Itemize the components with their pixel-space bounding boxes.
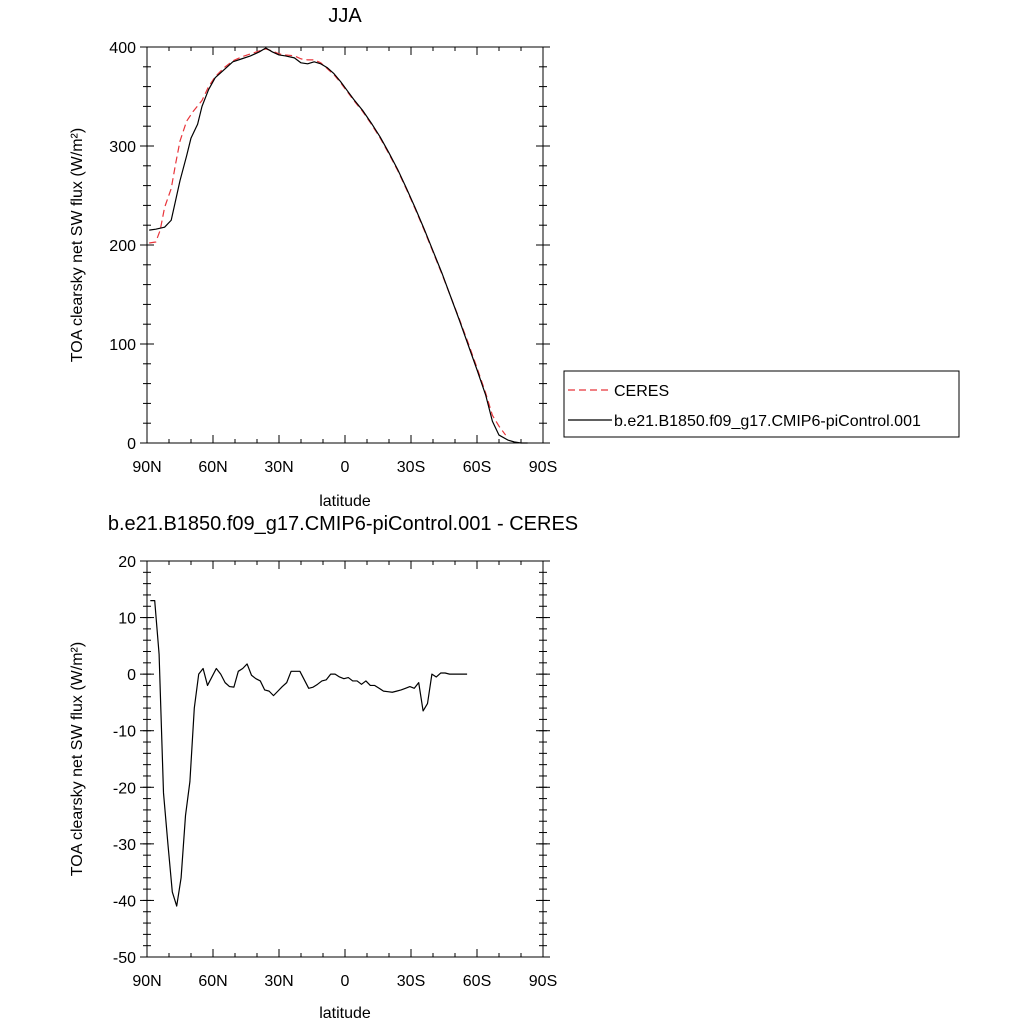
x-tick-label: 60N (198, 973, 227, 990)
x-tick-label: 60S (463, 973, 491, 990)
plot-frame (146, 560, 544, 958)
y-tick-label: 10 (118, 611, 136, 628)
x-tick-label: 30N (264, 459, 293, 476)
x-tick-label: 60S (463, 459, 491, 476)
y-tick-label: 400 (109, 40, 136, 57)
x-tick-label: 0 (341, 459, 350, 476)
plot-frame (146, 46, 544, 444)
x-tick-label: 90S (529, 459, 557, 476)
x-tick-label: 90S (529, 973, 557, 990)
bottom-panel: b.e21.B1850.f09_g17.CMIP6-piControl.001 … (69, 513, 578, 1022)
x-tick-label: 0 (341, 973, 350, 990)
y-tick-label: 0 (127, 667, 136, 684)
top-panel: JJA 90N 60N 30N 0 30S 60S 90S 0 100 200 300 400 latit… (69, 5, 557, 510)
y-tick-label: 20 (118, 554, 136, 571)
y-tick-label: 100 (109, 337, 136, 354)
y-tick-label: 200 (109, 238, 136, 255)
x-tick-label: 30S (397, 973, 425, 990)
x-axis-label: latitude (319, 1005, 371, 1022)
y-axis-label: TOA clearsky net SW flux (W/m²) (69, 128, 86, 362)
series-line-0 (150, 600, 468, 907)
y-tick-label: -30 (113, 837, 136, 854)
x-tick-label: 90N (132, 459, 161, 476)
x-tick-label: 90N (132, 973, 161, 990)
series-line-0 (149, 48, 507, 436)
x-tick-label: 30N (264, 973, 293, 990)
x-axis-label: latitude (319, 493, 371, 510)
chart-title: JJA (328, 5, 362, 27)
y-tick-label: 300 (109, 139, 136, 156)
y-tick-label: -20 (113, 780, 136, 797)
legend: CERES b.e21.B1850.f09_g17.CMIP6-piContro… (563, 370, 960, 438)
y-axis-label: TOA clearsky net SW flux (W/m²) (69, 642, 86, 876)
x-tick-label: 30S (397, 459, 425, 476)
legend-box (563, 370, 960, 438)
y-tick-label: -50 (113, 950, 136, 967)
y-tick-label: -40 (113, 893, 136, 910)
series-line-1 (149, 47, 528, 444)
x-tick-label: 60N (198, 459, 227, 476)
chart-title: b.e21.B1850.f09_g17.CMIP6-piControl.001 … (108, 513, 578, 535)
legend-entry-ceres: CERES (614, 383, 669, 400)
legend-entry-model: b.e21.B1850.f09_g17.CMIP6-piControl.001 (614, 413, 921, 430)
y-tick-label: 0 (127, 436, 136, 453)
y-tick-label: -10 (113, 724, 136, 741)
